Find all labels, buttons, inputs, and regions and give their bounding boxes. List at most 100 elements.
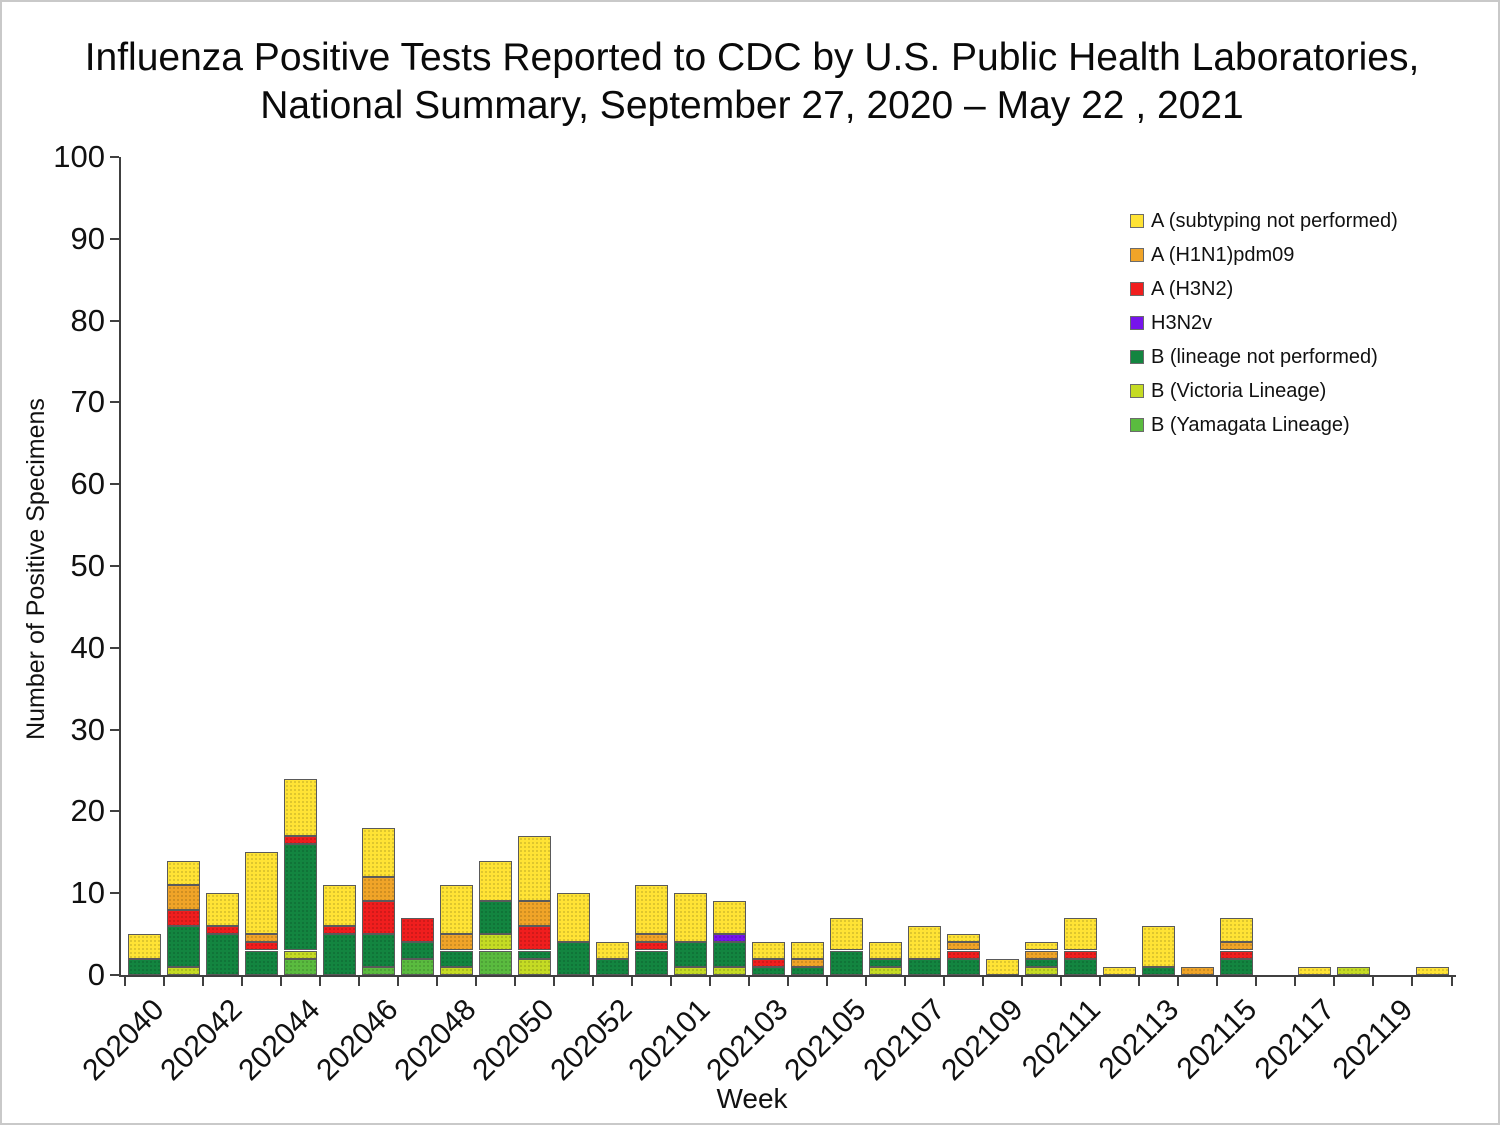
bar-segment-202047 [400, 942, 434, 959]
chart-title-line2: National Summary, September 27, 2020 – M… [260, 84, 1244, 127]
bar-segment-202120 [1415, 966, 1449, 975]
bar-segment-202048 [439, 950, 473, 967]
x-tick-mark [435, 977, 438, 986]
bar-segment-202111 [1064, 958, 1098, 975]
bar-segment-202047 [400, 958, 434, 975]
x-tick-label: 202113 [1092, 993, 1186, 1086]
bar-segment-202052 [595, 942, 629, 959]
x-tick-label: 202050 [466, 993, 561, 1088]
legend-swatch-icon [1130, 282, 1144, 296]
x-tick-mark [1255, 977, 1258, 986]
bar-segment-202109 [986, 958, 1020, 975]
bar-segment-202045 [322, 925, 356, 935]
x-tick-mark [1372, 977, 1375, 986]
bar-segment-202051 [556, 942, 590, 975]
legend-label: A (H3N2) [1151, 277, 1234, 300]
bar-segment-202108 [947, 950, 981, 959]
x-tick-mark [591, 977, 594, 986]
x-tick-mark [904, 977, 907, 986]
x-tick-label: 202111 [1016, 993, 1108, 1084]
bar-segment-202046 [361, 876, 395, 902]
x-tick-mark [552, 977, 555, 986]
bar-segment-202110 [1025, 966, 1059, 975]
x-tick-mark [279, 977, 282, 986]
bar-segment-202050 [517, 958, 551, 975]
x-tick-mark [1450, 977, 1453, 986]
bar-segment-202050 [517, 901, 551, 926]
bar-segment-202101 [673, 942, 707, 967]
bar-segment-202042 [205, 934, 239, 975]
bar-segment-202103 [752, 958, 785, 967]
x-tick-mark [123, 977, 126, 986]
bar-segment-202041 [166, 860, 200, 885]
x-axis-title: Week [716, 1083, 788, 1114]
x-tick-mark [708, 977, 711, 986]
y-tick-label: 30 [70, 711, 105, 747]
bar-segment-202041 [166, 925, 200, 967]
legend-label: A (subtyping not performed) [1151, 209, 1398, 232]
x-tick-label: 202117 [1248, 993, 1342, 1086]
legend-item: A (subtyping not performed) [1130, 204, 1398, 238]
bar-segment-202110 [1025, 950, 1059, 959]
bar-segment-202046 [361, 934, 395, 967]
legend-label: B (Yamagata Lineage) [1151, 413, 1350, 436]
legend-item: H3N2v [1130, 306, 1398, 340]
bar-segment-202105 [830, 950, 863, 975]
y-tick-mark [110, 483, 119, 486]
bar-segment-202040 [127, 934, 161, 959]
legend-label: A (H1N1)pdm09 [1151, 243, 1295, 266]
bar-segment-202048 [439, 885, 473, 935]
bar-segment-202110 [1025, 942, 1059, 951]
bar-segment-202107 [908, 925, 942, 959]
legend-label: B (Victoria Lineage) [1151, 379, 1327, 402]
bar-segment-202043 [244, 942, 278, 951]
bar-segment-202049 [478, 901, 512, 935]
bar-segment-202044 [283, 835, 317, 845]
legend-swatch-icon [1130, 418, 1144, 432]
bar-segment-202111 [1064, 917, 1098, 951]
x-tick-mark [474, 977, 477, 986]
x-tick-mark [1060, 977, 1063, 986]
y-tick-mark [110, 401, 119, 404]
bar-segment-202106 [869, 958, 903, 967]
bar-segment-202108 [947, 934, 981, 943]
bar-segment-202101 [673, 893, 707, 943]
bar-segment-202115 [1220, 958, 1254, 975]
bar-segment-202118 [1337, 966, 1371, 975]
x-tick-mark [943, 977, 946, 986]
y-tick-label: 0 [87, 957, 105, 992]
bar-segment-202053 [634, 934, 668, 943]
bar-segment-202043 [244, 934, 278, 943]
x-tick-mark [826, 977, 829, 986]
bar-segment-202042 [205, 893, 239, 926]
bar-segment-202052 [595, 958, 629, 975]
bar-segment-202043 [244, 852, 278, 935]
x-tick-mark [1099, 977, 1102, 986]
bar-segment-202044 [283, 950, 317, 959]
bar-segment-202102 [713, 901, 746, 935]
y-tick-mark [110, 237, 119, 240]
bar-segment-202113 [1142, 966, 1176, 975]
y-tick-mark [110, 565, 119, 567]
bar-segment-202104 [791, 942, 824, 959]
y-tick-label: 50 [70, 548, 105, 583]
bar-segment-202115 [1220, 917, 1254, 943]
bar-segment-202104 [791, 958, 824, 967]
bar-segment-202110 [1025, 958, 1059, 967]
x-tick-label: 202040 [76, 993, 171, 1088]
bar-segment-202053 [634, 942, 668, 951]
x-axis-line [119, 975, 1456, 977]
bar-segment-202041 [166, 885, 200, 910]
x-tick-label: 202101 [622, 993, 717, 1088]
x-tick-label: 202046 [310, 993, 405, 1088]
bar-segment-202044 [283, 958, 317, 975]
bar-segment-202115 [1220, 950, 1254, 959]
y-tick-mark [110, 728, 119, 731]
y-tick-label: 60 [70, 466, 105, 502]
bar-segment-202050 [517, 835, 551, 902]
x-tick-mark [1216, 977, 1219, 986]
x-tick-label: 202105 [778, 993, 873, 1088]
x-tick-mark [162, 977, 165, 986]
bar-segment-202049 [478, 934, 512, 951]
